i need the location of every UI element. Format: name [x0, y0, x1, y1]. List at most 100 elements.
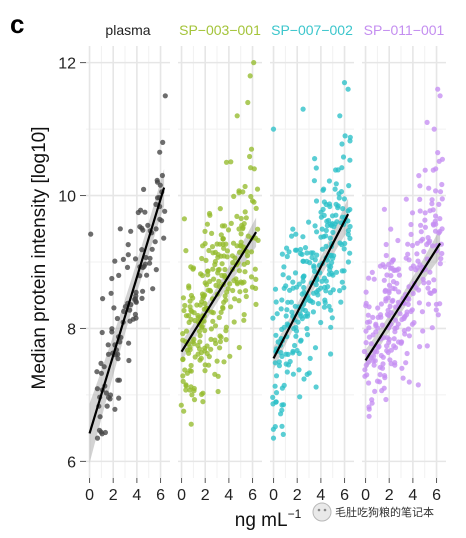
data-point [88, 231, 94, 237]
data-point [371, 353, 377, 359]
data-point [374, 378, 381, 384]
data-point [391, 336, 397, 342]
data-point [346, 183, 352, 189]
data-point [365, 312, 371, 318]
data-point [196, 328, 203, 334]
data-point [248, 274, 255, 280]
data-point [133, 299, 139, 305]
data-point [342, 240, 348, 247]
data-point [375, 344, 381, 350]
facet-2: SP−007−002 [270, 22, 354, 478]
data-point [237, 289, 243, 295]
data-point [304, 371, 310, 377]
data-point [292, 342, 298, 349]
data-point [287, 287, 293, 293]
data-point [330, 287, 336, 293]
data-point [386, 312, 392, 319]
data-point [375, 305, 381, 311]
data-point [300, 106, 306, 112]
data-point [109, 275, 115, 282]
data-point [242, 269, 248, 275]
data-point [208, 326, 214, 332]
data-point [216, 278, 222, 284]
data-point [300, 258, 306, 264]
data-point [187, 304, 193, 310]
data-point [142, 209, 148, 215]
data-point [339, 165, 345, 171]
data-point [180, 295, 186, 301]
data-point [439, 156, 445, 162]
trend-line [180, 231, 258, 353]
data-point [300, 274, 307, 280]
facet-strip-label: SP−011−001 [364, 22, 445, 38]
data-point [248, 165, 254, 171]
data-point [162, 93, 168, 99]
data-point [254, 186, 261, 192]
data-point [223, 337, 229, 343]
data-point [125, 242, 131, 248]
data-point [318, 319, 324, 326]
data-point [218, 309, 224, 315]
data-point [323, 243, 329, 249]
data-point [128, 228, 134, 234]
data-point [409, 210, 416, 216]
data-point [347, 138, 353, 144]
data-point [204, 221, 210, 227]
data-point [223, 159, 230, 165]
data-point [229, 253, 235, 259]
data-point [367, 319, 373, 325]
data-point [337, 113, 343, 119]
data-point [290, 279, 296, 285]
data-point [147, 255, 153, 261]
data-point [217, 206, 223, 212]
data-point [180, 378, 186, 384]
data-point [362, 373, 368, 379]
data-point [222, 266, 228, 273]
data-point [435, 312, 441, 318]
data-point [279, 251, 285, 257]
wechat-icon-eye-left [317, 508, 321, 512]
data-point [225, 227, 232, 233]
data-point [340, 206, 346, 212]
data-point [108, 290, 114, 296]
data-point [345, 259, 351, 265]
data-point [302, 313, 309, 319]
x-tick-label: 2 [385, 487, 394, 504]
data-point [275, 339, 281, 345]
data-point [420, 236, 426, 242]
trend-line [272, 213, 350, 359]
data-point [184, 370, 190, 376]
data-point [210, 318, 216, 324]
data-point [380, 354, 386, 360]
data-point [280, 431, 286, 437]
data-point [425, 285, 431, 291]
data-point [199, 255, 205, 262]
data-point [361, 348, 367, 355]
data-point [420, 328, 426, 334]
data-point [293, 333, 299, 339]
data-point [437, 301, 443, 307]
data-point [248, 249, 255, 255]
data-point [186, 285, 192, 291]
data-point [372, 348, 378, 355]
data-point [139, 225, 145, 231]
data-point [383, 252, 389, 259]
data-point [199, 391, 205, 397]
data-point [224, 254, 230, 260]
data-point [318, 209, 324, 215]
data-point [312, 257, 318, 263]
data-point [214, 358, 220, 364]
data-point [427, 269, 433, 275]
data-point [116, 272, 122, 278]
data-point [231, 319, 237, 325]
data-point [319, 226, 325, 232]
data-point [432, 228, 439, 234]
data-point [387, 357, 393, 363]
data-point [408, 265, 414, 271]
data-point [392, 317, 399, 323]
data-point [422, 210, 428, 216]
data-point [212, 371, 218, 377]
data-point [273, 390, 280, 396]
data-point [227, 353, 233, 359]
